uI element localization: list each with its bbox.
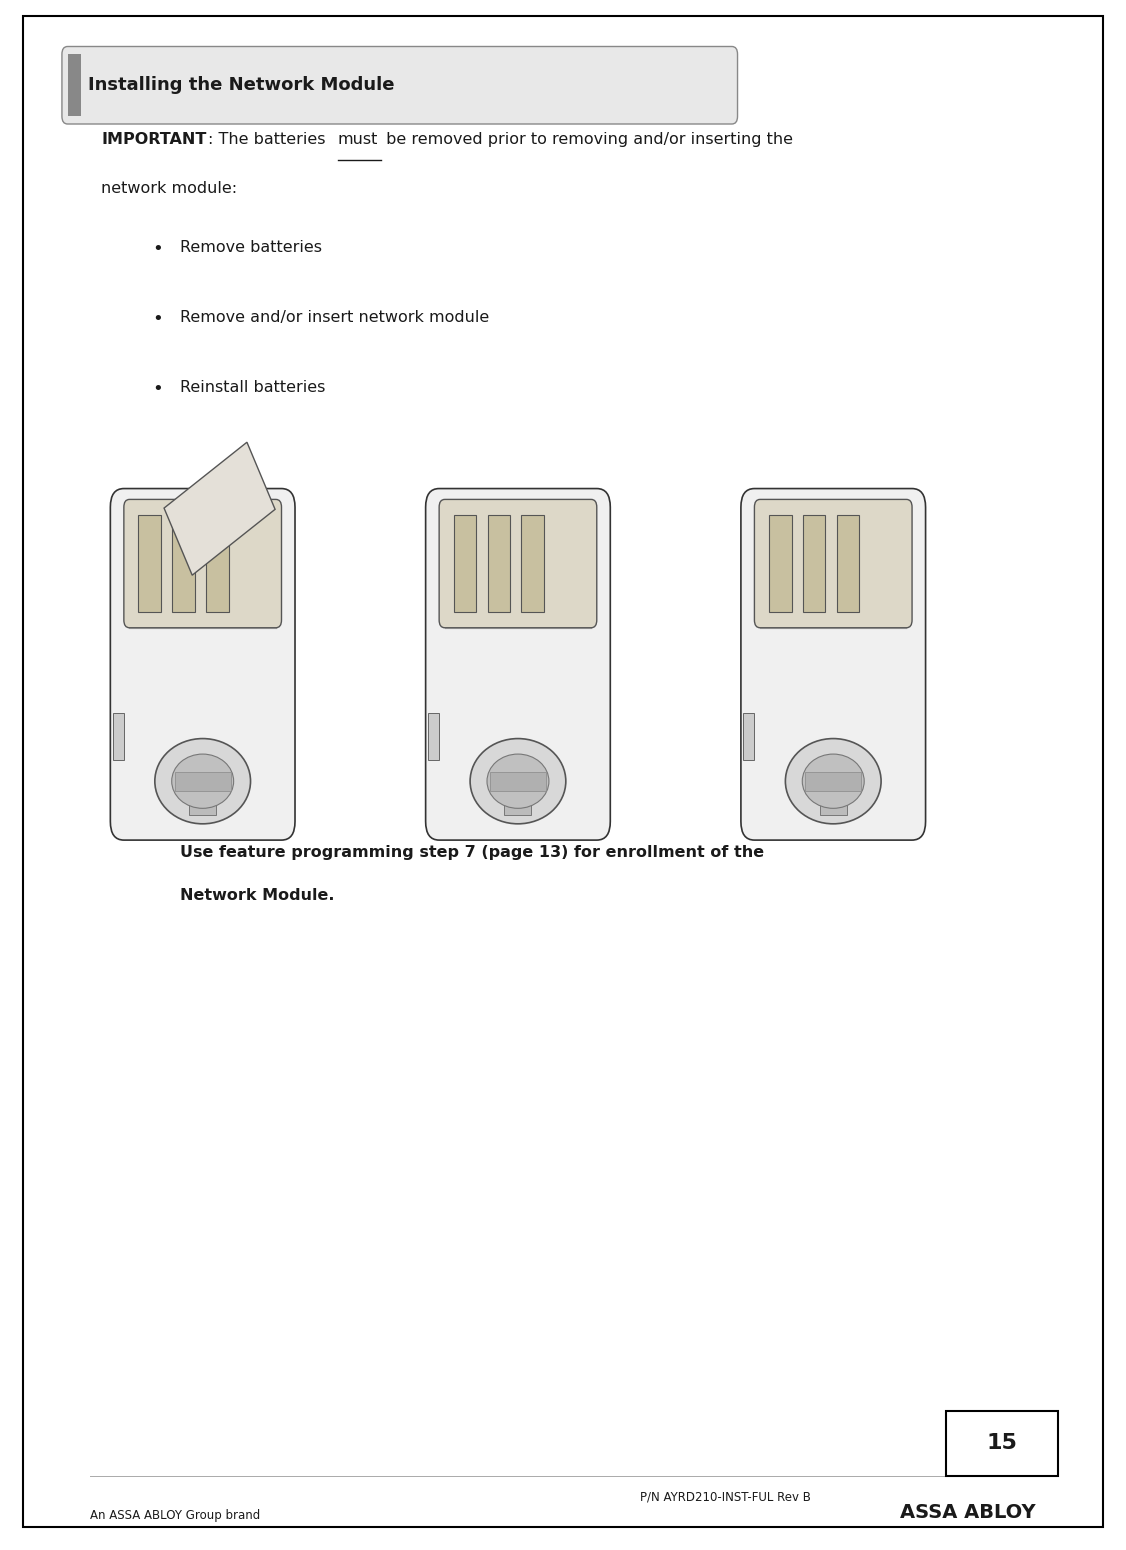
Bar <box>454 515 476 612</box>
FancyBboxPatch shape <box>124 499 282 628</box>
Text: : The batteries: : The batteries <box>208 132 331 147</box>
Text: ASSA ABLOY: ASSA ABLOY <box>901 1504 1036 1522</box>
FancyBboxPatch shape <box>110 488 295 840</box>
Text: Reinstall batteries: Reinstall batteries <box>180 380 325 395</box>
Bar <box>521 515 544 612</box>
Text: •: • <box>152 310 163 329</box>
Ellipse shape <box>488 753 549 809</box>
FancyBboxPatch shape <box>754 499 912 628</box>
Bar <box>428 713 439 760</box>
Bar <box>175 772 231 790</box>
Text: network module:: network module: <box>101 181 238 197</box>
Text: P/N AYRD210-INST-FUL Rev B: P/N AYRD210-INST-FUL Rev B <box>640 1491 811 1504</box>
Bar <box>113 713 124 760</box>
FancyBboxPatch shape <box>62 46 738 124</box>
Text: IMPORTANT: IMPORTANT <box>101 132 207 147</box>
FancyBboxPatch shape <box>439 499 597 628</box>
Bar <box>820 794 847 815</box>
Text: 15: 15 <box>986 1434 1018 1452</box>
Text: Use feature programming step 7 (page 13) for enrollment of the: Use feature programming step 7 (page 13)… <box>180 845 765 860</box>
Text: •: • <box>152 380 163 398</box>
Bar <box>68 54 81 116</box>
Bar <box>504 794 531 815</box>
Ellipse shape <box>786 739 882 825</box>
Text: must: must <box>338 132 378 147</box>
Text: •: • <box>152 240 163 259</box>
Bar <box>490 772 546 790</box>
Text: Installing the Network Module: Installing the Network Module <box>88 76 394 95</box>
Ellipse shape <box>171 753 234 809</box>
Bar <box>189 794 216 815</box>
Polygon shape <box>164 442 275 575</box>
Ellipse shape <box>471 739 566 825</box>
Text: Network Module.: Network Module. <box>180 888 334 904</box>
Bar <box>769 515 792 612</box>
Text: An ASSA ABLOY Group brand: An ASSA ABLOY Group brand <box>90 1510 260 1522</box>
Bar <box>803 515 825 612</box>
Bar <box>837 515 859 612</box>
Text: be removed prior to removing and/or inserting the: be removed prior to removing and/or inse… <box>381 132 793 147</box>
FancyBboxPatch shape <box>741 488 926 840</box>
FancyBboxPatch shape <box>426 488 610 840</box>
Text: Remove batteries: Remove batteries <box>180 240 322 256</box>
Bar <box>743 713 754 760</box>
Bar <box>488 515 510 612</box>
Bar <box>138 515 161 612</box>
Ellipse shape <box>802 753 865 809</box>
Ellipse shape <box>154 739 250 825</box>
Bar <box>946 1410 1058 1476</box>
Bar <box>172 515 195 612</box>
Bar <box>206 515 229 612</box>
Bar <box>805 772 861 790</box>
Text: Remove and/or insert network module: Remove and/or insert network module <box>180 310 490 326</box>
